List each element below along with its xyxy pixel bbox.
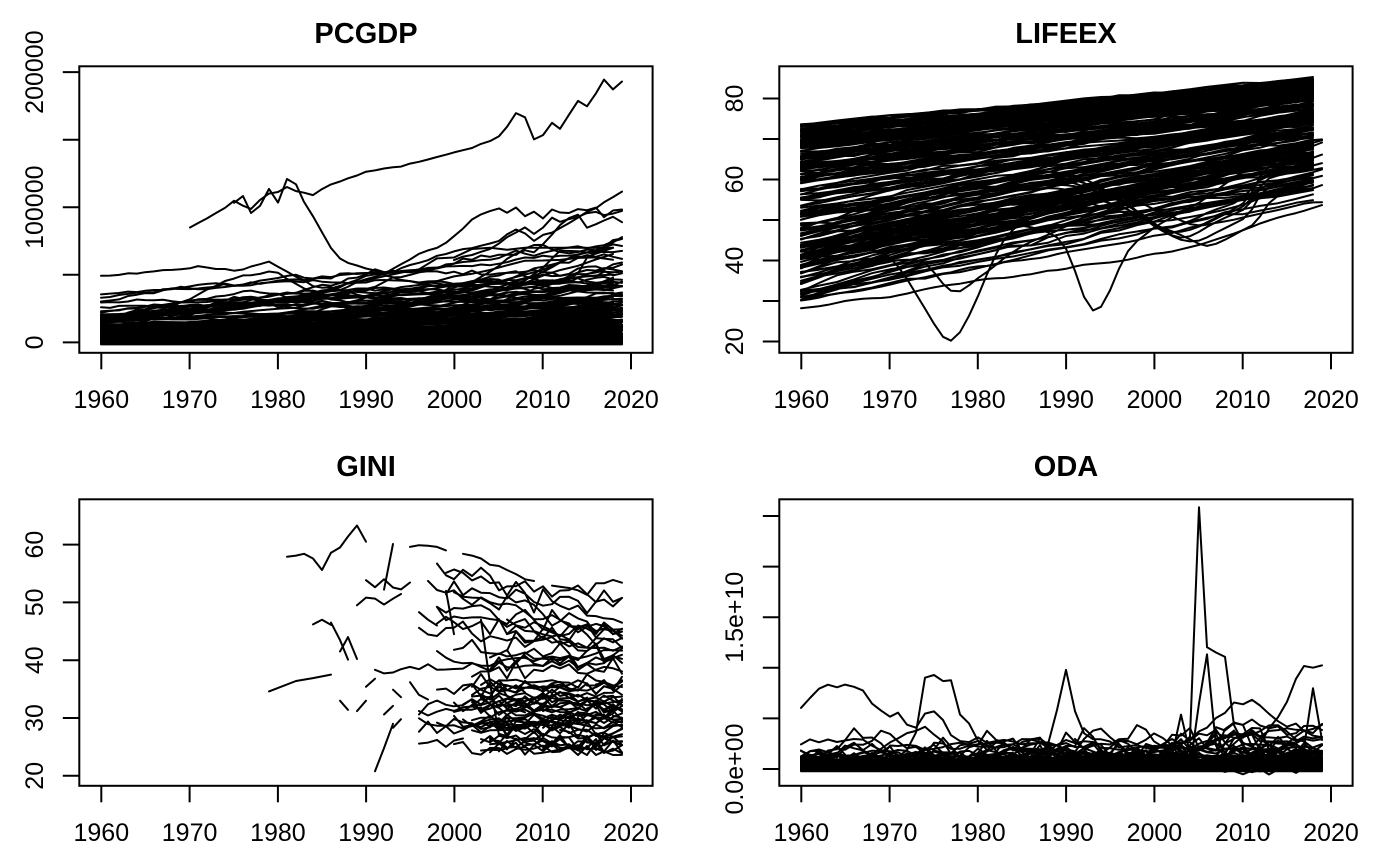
- svg-text:1990: 1990: [338, 386, 394, 414]
- svg-text:LIFEEX: LIFEEX: [1015, 18, 1117, 50]
- svg-text:2000: 2000: [1127, 819, 1183, 847]
- svg-text:60: 60: [721, 166, 749, 194]
- svg-text:2020: 2020: [1303, 819, 1359, 847]
- svg-text:0.0e+00: 0.0e+00: [721, 723, 749, 814]
- svg-text:1970: 1970: [862, 386, 918, 414]
- svg-text:60: 60: [21, 531, 49, 559]
- svg-text:100000: 100000: [21, 165, 49, 248]
- svg-text:1960: 1960: [73, 386, 129, 414]
- svg-text:40: 40: [21, 646, 49, 674]
- svg-text:2010: 2010: [515, 819, 571, 847]
- svg-text:2010: 2010: [1215, 819, 1271, 847]
- svg-text:30: 30: [21, 704, 49, 732]
- svg-text:1970: 1970: [162, 819, 218, 847]
- svg-text:2010: 2010: [1215, 386, 1271, 414]
- svg-text:1980: 1980: [250, 819, 306, 847]
- svg-text:1960: 1960: [773, 819, 829, 847]
- svg-text:1990: 1990: [1038, 386, 1094, 414]
- svg-text:200000: 200000: [21, 30, 49, 113]
- svg-text:20: 20: [721, 328, 749, 356]
- svg-text:1980: 1980: [950, 819, 1006, 847]
- svg-text:80: 80: [721, 85, 749, 113]
- svg-text:1990: 1990: [338, 819, 394, 847]
- svg-text:1960: 1960: [773, 386, 829, 414]
- svg-text:1980: 1980: [250, 386, 306, 414]
- svg-text:2000: 2000: [427, 386, 483, 414]
- svg-text:2010: 2010: [515, 386, 571, 414]
- svg-text:2020: 2020: [603, 819, 659, 847]
- svg-text:GINI: GINI: [336, 451, 396, 483]
- svg-text:1980: 1980: [950, 386, 1006, 414]
- svg-text:2000: 2000: [1127, 386, 1183, 414]
- svg-text:1970: 1970: [862, 819, 918, 847]
- svg-text:40: 40: [721, 247, 749, 275]
- svg-text:50: 50: [21, 588, 49, 616]
- svg-text:2020: 2020: [603, 386, 659, 414]
- svg-text:1960: 1960: [73, 819, 129, 847]
- svg-text:1990: 1990: [1038, 819, 1094, 847]
- svg-text:2000: 2000: [427, 819, 483, 847]
- svg-text:1.5e+10: 1.5e+10: [721, 572, 749, 663]
- svg-text:0: 0: [21, 335, 49, 349]
- svg-text:2020: 2020: [1303, 386, 1359, 414]
- svg-text:20: 20: [21, 762, 49, 790]
- svg-text:1970: 1970: [162, 386, 218, 414]
- svg-text:ODA: ODA: [1034, 451, 1099, 483]
- svg-text:PCGDP: PCGDP: [314, 18, 417, 50]
